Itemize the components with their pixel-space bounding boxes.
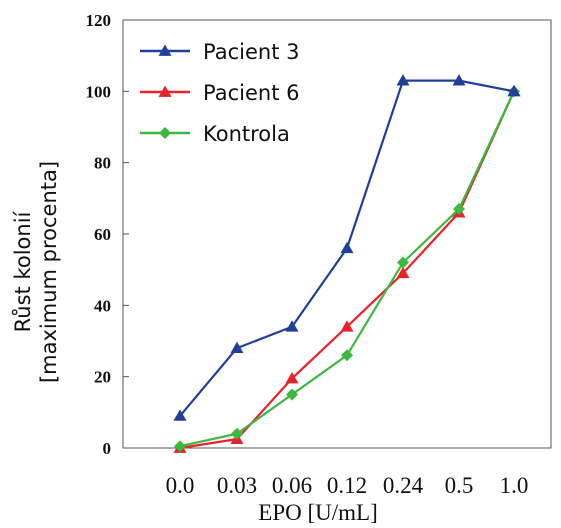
legend-entry: Pacient 6 [140, 81, 299, 105]
legend-label: Pacient 3 [203, 40, 299, 64]
y-tick-label: 120 [86, 11, 112, 30]
x-tick-label: 0.5 [445, 473, 474, 498]
data-point [286, 388, 298, 401]
data-point [174, 440, 186, 453]
data-point [397, 256, 409, 269]
legend-marker [158, 44, 172, 56]
data-point [231, 427, 243, 440]
data-point [396, 266, 410, 279]
legend-label: Kontrola [203, 122, 290, 146]
y-tick-label: 40 [94, 296, 111, 315]
data-point [453, 203, 465, 216]
data-point [452, 74, 466, 86]
y-tick-label: 100 [86, 82, 112, 101]
x-tick-label: 0.24 [383, 473, 424, 498]
legend-entry: Kontrola [140, 122, 290, 146]
y-tick-label: 60 [94, 225, 111, 244]
plot-frame [122, 19, 552, 449]
y-tick-label: 20 [94, 368, 111, 387]
data-point [173, 409, 187, 421]
data-point [230, 341, 244, 354]
x-tick-labels: 0.0 0.03 0.06 0.12 0.24 0.5 1.0 [166, 473, 529, 498]
y-tick-labels: 0 20 40 60 80 100 120 [86, 11, 112, 458]
y-tick-label: 80 [94, 154, 111, 173]
x-tick-label: 0.12 [327, 473, 367, 498]
chart-legend: Pacient 3 Pacient 6 Kontrola [140, 40, 299, 146]
chart-series [173, 74, 521, 453]
data-point [507, 84, 521, 97]
data-point [340, 241, 354, 254]
y-axis-label-line-1: Růst kolonií [11, 210, 35, 332]
data-point [340, 320, 354, 332]
legend-label: Pacient 6 [203, 81, 299, 105]
data-point [285, 320, 299, 332]
legend-entry: Pacient 3 [140, 40, 299, 64]
legend-marker [159, 127, 171, 139]
data-point [341, 349, 353, 362]
data-point [396, 74, 410, 86]
series-pacient-3 [173, 74, 521, 421]
data-point [285, 371, 299, 384]
x-tick-label: 1.0 [500, 473, 529, 498]
y-axis-label-line-2: [maximum procenta] [37, 161, 61, 383]
chart-axes [122, 19, 552, 449]
y-tick-label: 0 [103, 439, 112, 458]
legend-marker [158, 85, 172, 97]
x-tick-label: 0.0 [166, 473, 195, 498]
x-tick-label: 0.06 [272, 473, 312, 498]
x-tick-label: 0.03 [217, 473, 257, 498]
x-axis-label: EPO [U/mL] [258, 500, 377, 525]
